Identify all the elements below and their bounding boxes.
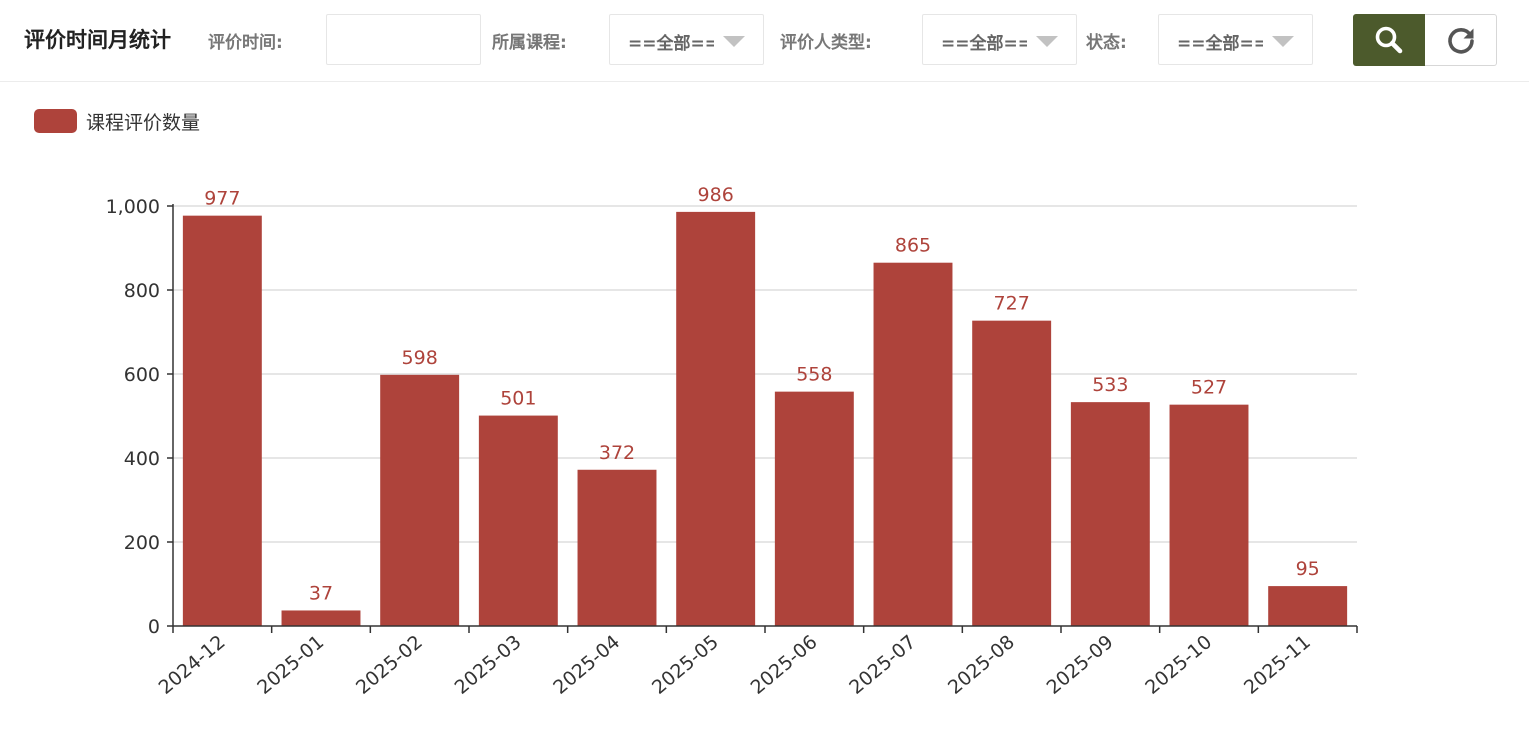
status-filter-label: 状态: — [1086, 33, 1127, 53]
evaluator-type-filter-label: 评价人类型: — [780, 33, 872, 53]
time-filter-input[interactable] — [326, 14, 481, 65]
x-tick-label: 2025-03 — [451, 631, 526, 699]
x-tick-label: 2025-04 — [549, 631, 624, 699]
data-label: 95 — [1296, 558, 1320, 580]
data-label: 37 — [309, 582, 333, 604]
y-tick-label: 400 — [124, 448, 160, 470]
course-filter-select[interactable]: ==全部== — [609, 14, 764, 65]
data-label: 527 — [1191, 377, 1227, 399]
data-label: 977 — [204, 188, 240, 210]
data-label: 727 — [994, 293, 1030, 315]
y-tick-label: 1,000 — [106, 196, 160, 218]
x-tick-label: 2025-07 — [845, 631, 920, 699]
bar — [1070, 402, 1150, 626]
time-filter-label: 评价时间: — [208, 33, 283, 53]
search-button[interactable] — [1353, 14, 1425, 66]
x-tick-label: 2024-12 — [155, 631, 230, 699]
x-tick-label: 2025-09 — [1043, 631, 1118, 699]
data-label: 558 — [796, 364, 832, 386]
bar — [380, 374, 460, 626]
bar — [774, 391, 854, 626]
bar — [1169, 404, 1249, 626]
x-tick-label: 2025-10 — [1141, 631, 1216, 699]
chevron-down-icon — [1272, 36, 1294, 47]
x-tick-label: 2025-02 — [352, 631, 427, 699]
reset-button[interactable] — [1425, 14, 1497, 66]
chevron-down-icon — [723, 36, 745, 47]
bar — [676, 211, 756, 626]
status-filter-select[interactable]: ==全部== — [1158, 14, 1313, 65]
course-filter-value: ==全部== — [628, 34, 714, 54]
bar — [182, 215, 262, 626]
x-tick-label: 2025-08 — [944, 631, 1019, 699]
data-label: 533 — [1092, 374, 1128, 396]
bar — [873, 262, 953, 626]
x-tick-label: 2025-05 — [648, 631, 723, 699]
legend-swatch — [34, 109, 77, 133]
y-tick-label: 200 — [124, 532, 160, 554]
chevron-down-icon — [1036, 36, 1058, 47]
data-label: 598 — [402, 347, 438, 369]
bar — [972, 320, 1052, 626]
evaluator-type-filter-select[interactable]: ==全部== — [922, 14, 1077, 65]
bar — [281, 610, 361, 626]
data-label: 865 — [895, 235, 931, 257]
y-tick-label: 800 — [124, 280, 160, 302]
data-label: 986 — [698, 184, 734, 206]
legend-label: 课程评价数量 — [86, 112, 201, 134]
evaluator-type-filter-value: ==全部== — [941, 34, 1027, 54]
y-tick-label: 0 — [148, 616, 160, 638]
x-tick-label: 2025-06 — [747, 631, 822, 699]
bar — [1268, 586, 1348, 626]
status-filter-value: ==全部== — [1177, 34, 1263, 54]
page-title: 评价时间月统计 — [24, 28, 171, 52]
search-icon — [1375, 26, 1403, 54]
course-filter-label: 所属课程: — [492, 33, 567, 53]
bar — [577, 469, 657, 626]
filter-toolbar: 评价时间月统计 评价时间: 所属课程: ==全部== 评价人类型: ==全部==… — [0, 0, 1529, 82]
x-tick-label: 2025-11 — [1240, 631, 1315, 699]
data-label: 501 — [500, 388, 536, 410]
refresh-icon — [1448, 28, 1474, 54]
bar-chart: 0 200 400 600 800 1,000 977 37 598 501 372 986 558 86… — [106, 184, 1358, 699]
bar — [478, 415, 558, 626]
y-tick-label: 600 — [124, 364, 160, 386]
data-label: 372 — [599, 442, 635, 464]
x-tick-label: 2025-01 — [253, 631, 328, 699]
